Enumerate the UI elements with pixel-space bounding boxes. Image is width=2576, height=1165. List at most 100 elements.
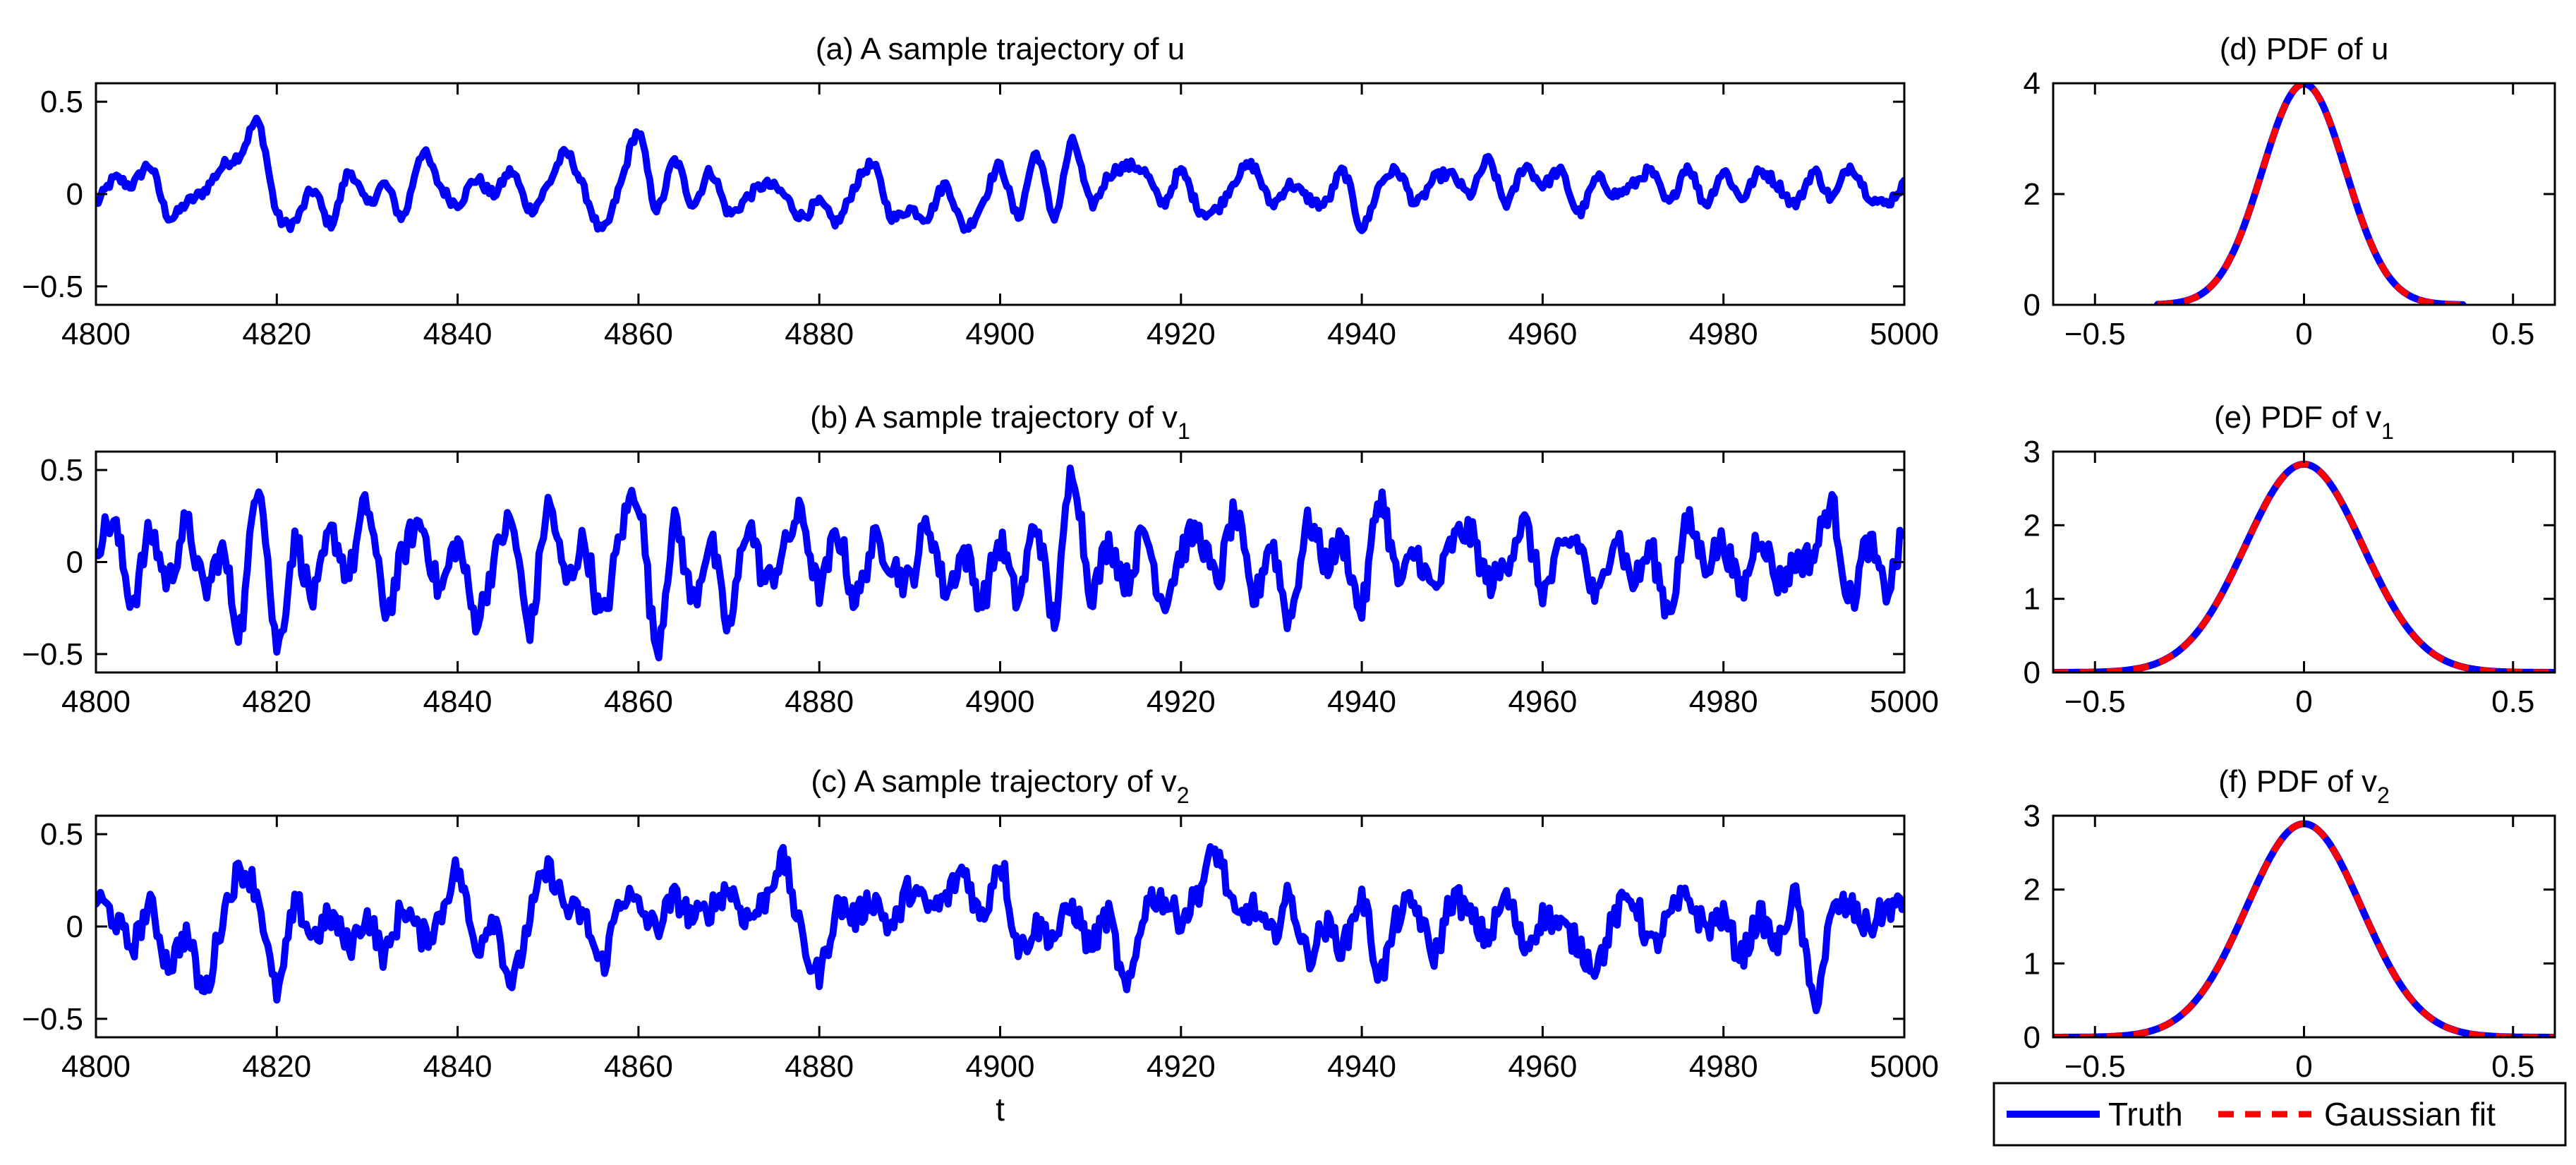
plot-area-d [2154,83,2467,305]
x-tick-label-c: 4960 [1508,1049,1577,1084]
series-line-f-gaussian-fit [2053,820,2555,1037]
y-tick-label-f: 3 [2024,799,2040,833]
panel-a: 4800 4820 4840 4860 4880 4900 4920 4940 4960 4980… [22,32,1939,351]
series-line-e-truth [2053,460,2555,672]
x-tick-label-f: 0 [2295,1049,2312,1084]
series-line-e-gaussian-fit [2053,461,2555,672]
panel-title-f: (f) PDF of v2 [2218,764,2390,808]
y-tick-label-f: 2 [2024,873,2040,907]
axes-box-d [2052,82,2556,306]
x-tick-label-c: 5000 [1870,1049,1939,1084]
x-tick-label-b: 4980 [1689,684,1758,719]
x-tick-label-c: 4920 [1147,1049,1216,1084]
y-tick-label-d: 0 [2024,288,2040,322]
y-tick-label-b: 0 [66,545,83,580]
x-tick-label-a: 5000 [1870,317,1939,351]
x-tick-label-d: −0.5 [2064,317,2126,351]
x-axis-label-c: t [996,1091,1005,1128]
panel-title-e: (e) PDF of v1 [2214,400,2394,444]
plot-area-a [96,114,1904,234]
x-tick-label-d: 0 [2295,317,2312,351]
panel-title-text: (b) A sample trajectory of v [810,400,1178,435]
series-line-d-truth [2154,83,2467,305]
y-tick-label-b: 0.5 [40,453,83,488]
series-line-b-v1 [96,464,1904,662]
y-tick-label-f: 1 [2024,946,2040,981]
x-tick-label-b: 4840 [423,684,492,719]
x-tick-label-c: 4980 [1689,1049,1758,1084]
panel-title-text: (d) PDF of u [2220,32,2389,66]
x-tick-label-f: 0.5 [2491,1049,2534,1084]
x-tick-label-b: 4920 [1147,684,1216,719]
x-tick-label-b: 4860 [604,684,673,719]
x-tick-label-a: 4800 [61,317,131,351]
series-line-a-u [96,114,1904,234]
x-tick-label-a: 4840 [423,317,492,351]
y-tick-label-c: −0.5 [22,1002,83,1037]
y-tick-label-f: 0 [2024,1020,2040,1055]
panel-title-text: (f) PDF of v [2218,764,2377,799]
panel-title-text: (e) PDF of v [2214,400,2381,435]
x-tick-label-e: 0 [2295,684,2312,719]
x-tick-label-a: 4920 [1147,317,1216,351]
y-tick-label-e: 2 [2024,508,2040,543]
x-tick-label-a: 4880 [785,317,854,351]
panel-title-text: (c) A sample trajectory of v [811,764,1176,799]
x-tick-label-d: 0.5 [2491,317,2534,351]
plot-area-b [96,464,1904,662]
x-tick-label-c: 4900 [966,1049,1035,1084]
panel-b: 4800 4820 4840 4860 4880 4900 4920 4940 4960 4980… [22,400,1939,719]
x-tick-label-b: 4820 [242,684,311,719]
axes-box-b [95,450,1906,674]
x-tick-label-c: 4800 [61,1049,131,1084]
x-tick-label-c: 4860 [604,1049,673,1084]
y-tick-label-b: −0.5 [22,637,83,672]
x-tick-label-c: 4940 [1327,1049,1396,1084]
x-tick-label-a: 4820 [242,317,311,351]
axes-box-e [2052,450,2556,674]
x-tick-label-a: 4980 [1689,317,1758,351]
y-tick-label-a: 0.5 [40,85,83,119]
panel-title-text: (a) A sample trajectory of u [816,32,1185,66]
x-tick-label-c: 4820 [242,1049,311,1084]
x-tick-label-b: 4960 [1508,684,1577,719]
x-tick-label-b: 4800 [61,684,131,719]
legend: Truth Gaussian fit [1993,1082,2567,1147]
x-tick-label-a: 4900 [966,317,1035,351]
x-tick-label-a: 4860 [604,317,673,351]
legend-label-gaussian-fit: Gaussian fit [2324,1096,2496,1133]
x-tick-label-e: 0.5 [2491,684,2534,719]
y-tick-label-e: 1 [2024,582,2040,617]
series-line-d-gaussian-fit [2155,83,2465,305]
x-tick-label-a: 4940 [1327,317,1396,351]
y-tick-label-c: 0 [66,910,83,944]
y-tick-label-a: −0.5 [22,270,83,304]
panel-c: 4800 4820 4840 4860 4880 4900 4920 4940 4960 4980… [22,764,1939,1128]
series-line-f-truth [2053,820,2555,1037]
series-line-c-v2 [96,843,1904,1015]
plot-area-f [2053,820,2555,1037]
y-tick-label-e: 3 [2024,435,2040,469]
panel-title-subscript: 1 [1178,418,1190,444]
panel-title-subscript: 2 [1177,783,1190,808]
axes-box-f [2052,814,2556,1039]
legend-label-truth: Truth [2108,1096,2183,1133]
panel-title-b: (b) A sample trajectory of v1 [810,400,1190,444]
panel-title-a: (a) A sample trajectory of u [816,32,1185,66]
x-tick-label-b: 4880 [785,684,854,719]
x-tick-label-b: 4900 [966,684,1035,719]
panel-title-c: (c) A sample trajectory of v2 [811,764,1189,808]
panel-title-subscript: 2 [2377,783,2390,808]
x-tick-label-c: 4840 [423,1049,492,1084]
x-tick-label-b: 5000 [1870,684,1939,719]
y-tick-label-e: 0 [2024,656,2040,690]
plot-area-c [96,843,1904,1015]
x-tick-label-e: −0.5 [2064,684,2126,719]
panel-title-subscript: 1 [2381,418,2394,444]
panel-title-d: (d) PDF of u [2220,32,2389,66]
panel-d: −0.5 0 0.5 0 2 4 (d) PDF of u [2024,32,2556,351]
y-tick-label-d: 2 [2024,177,2040,212]
y-tick-label-c: 0.5 [40,817,83,852]
